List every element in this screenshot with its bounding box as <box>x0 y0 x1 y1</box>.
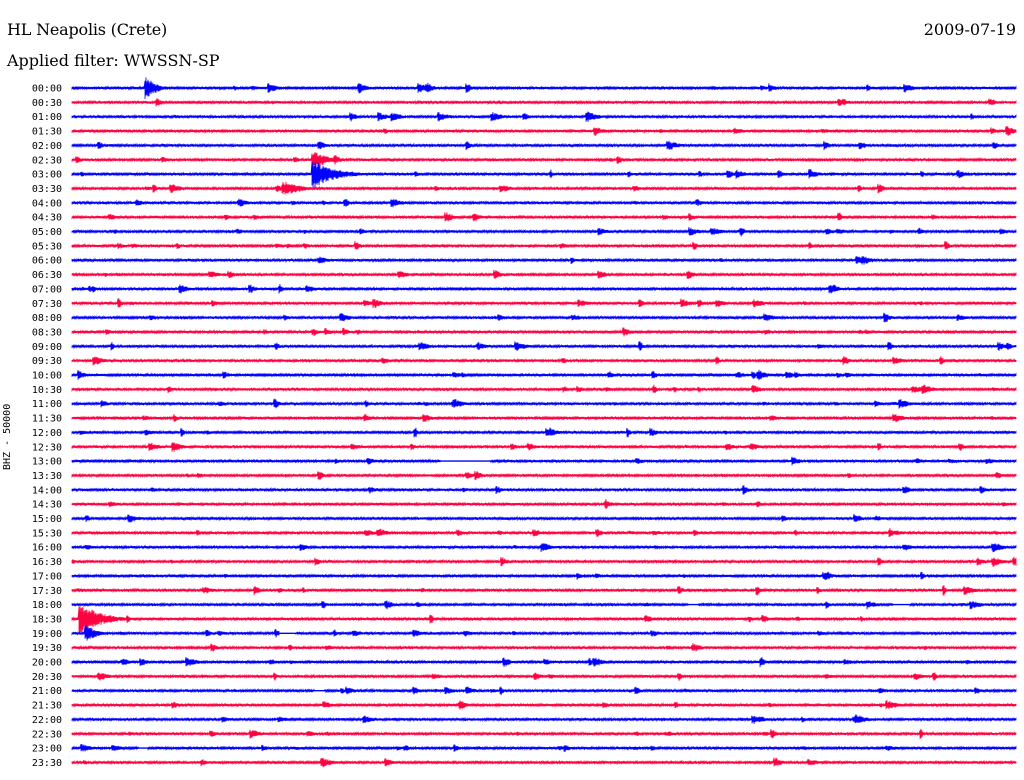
hour-label: 02:30 <box>32 155 62 166</box>
hour-label: 20:00 <box>32 658 62 669</box>
date-label: 2009-07-19 <box>923 20 1016 39</box>
hour-label: 10:00 <box>32 371 62 382</box>
hour-label: 09:00 <box>32 342 62 353</box>
hour-label: 09:30 <box>32 356 62 367</box>
hour-label: 22:00 <box>32 715 62 726</box>
hour-label: 23:00 <box>32 744 62 755</box>
filter-label: Applied filter: WWSSN-SP <box>7 51 220 70</box>
hour-label: 06:30 <box>32 270 62 281</box>
hour-label: 15:00 <box>32 514 62 525</box>
hour-label: 03:00 <box>32 170 62 181</box>
trace-line <box>71 152 1017 170</box>
hour-label: 12:30 <box>32 442 62 453</box>
hour-label: 08:00 <box>32 313 62 324</box>
hour-label: 22:30 <box>32 729 62 740</box>
hour-label: 23:30 <box>32 758 62 769</box>
trace-line <box>71 605 1017 635</box>
hour-label: 01:30 <box>32 127 62 138</box>
hour-label: 14:30 <box>32 500 62 511</box>
hour-label: 14:00 <box>32 485 62 496</box>
station-title: HL Neapolis (Crete) <box>7 20 168 39</box>
hour-label: 01:00 <box>32 112 62 123</box>
hour-label: 18:00 <box>32 600 62 611</box>
seismic-traces <box>71 77 1017 768</box>
hour-label: 21:30 <box>32 701 62 712</box>
hour-label: 11:30 <box>32 414 62 425</box>
hour-label: 04:00 <box>32 198 62 209</box>
hour-label: 13:30 <box>32 471 62 482</box>
hour-labels: 00:00 00:30 01:00 01:30 02:00 02:30 03:00 03:30… <box>32 84 62 769</box>
hour-label: 19:00 <box>32 629 62 640</box>
hour-label: 10:30 <box>32 385 62 396</box>
hour-label: 18:30 <box>32 614 62 625</box>
hour-label: 08:30 <box>32 327 62 338</box>
hour-label: 16:30 <box>32 557 62 568</box>
hour-label: 17:00 <box>32 571 62 582</box>
hour-label: 00:30 <box>32 98 62 109</box>
hour-label: 02:00 <box>32 141 62 152</box>
hour-label: 19:30 <box>32 643 62 654</box>
hour-label: 03:30 <box>32 184 62 195</box>
hour-label: 21:00 <box>32 686 62 697</box>
hour-label: 11:00 <box>32 399 62 410</box>
hour-label: 00:00 <box>32 84 62 95</box>
hour-label: 06:00 <box>32 256 62 267</box>
hour-label: 05:30 <box>32 241 62 252</box>
hour-label: 04:30 <box>32 213 62 224</box>
hour-label: 15:30 <box>32 528 62 539</box>
hour-label: 07:00 <box>32 284 62 295</box>
hour-label: 05:00 <box>32 227 62 238</box>
hour-label: 20:30 <box>32 672 62 683</box>
hour-label: 12:00 <box>32 428 62 439</box>
hour-label: 07:30 <box>32 299 62 310</box>
hour-label: 16:00 <box>32 543 62 554</box>
hour-label: 17:30 <box>32 586 62 597</box>
hour-label: 13:00 <box>32 457 62 468</box>
